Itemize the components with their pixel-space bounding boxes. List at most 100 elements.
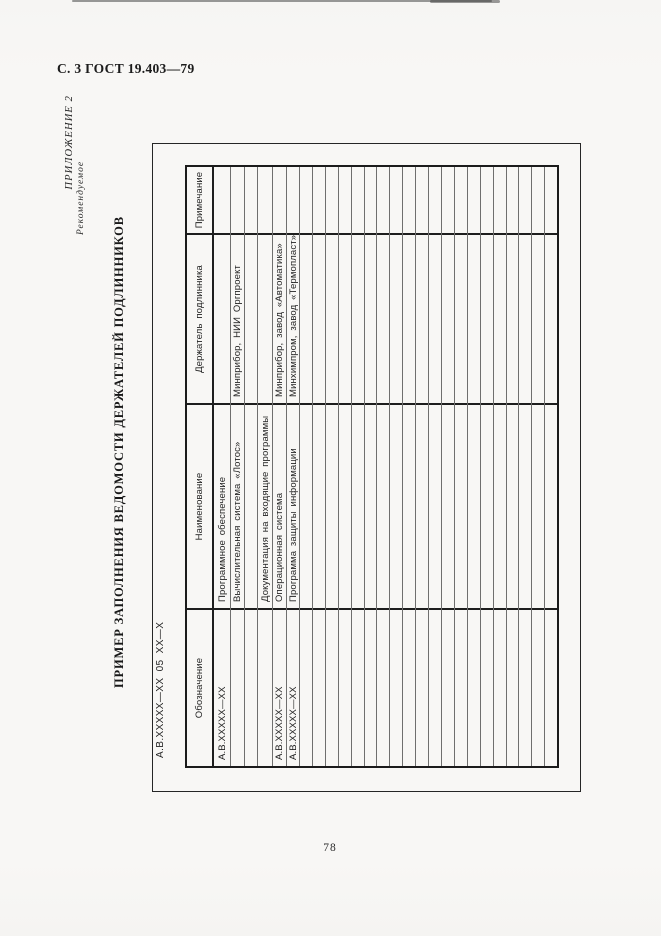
table-cell xyxy=(441,608,454,766)
table-cell xyxy=(441,403,454,608)
column-header: Держатель подлинника xyxy=(187,233,212,403)
table-cell xyxy=(441,233,454,403)
table-cell: А.В.ХХХХХ—ХХ xyxy=(273,608,286,766)
table-cell xyxy=(416,608,429,766)
table-empty-row xyxy=(403,167,417,766)
document-header: С. 3 ГОСТ 19.403—79 xyxy=(57,61,195,76)
table-row: Вычислительная система «Лотос» Минприбор,… xyxy=(231,167,245,766)
table-empty-row xyxy=(364,167,378,766)
table-cell xyxy=(416,233,429,403)
table-cell: Документация на входящие программы xyxy=(258,403,272,608)
table-header-row: Обозначение Наименование Держатель подлинн… xyxy=(187,167,214,766)
table-cell xyxy=(506,403,519,608)
table-cell xyxy=(454,403,467,608)
table-cell xyxy=(214,233,230,403)
table-cell xyxy=(390,167,402,233)
table-cell xyxy=(455,167,467,233)
table-empty-row xyxy=(300,167,313,766)
table-cell xyxy=(339,167,351,233)
table-cell xyxy=(364,608,377,766)
table-row: А.В.ХХХХХ—ХХ Программное обеспечение xyxy=(214,167,231,766)
table-grid: Обозначение Наименование Держатель подлинн… xyxy=(185,165,559,768)
holders-ledger-table: Обозначение Наименование Держатель подлинн… xyxy=(185,165,559,768)
table-cell xyxy=(325,233,338,403)
table-cell: Вычислительная система «Лотос» xyxy=(231,403,244,608)
table-empty-row xyxy=(532,167,546,766)
table-cell xyxy=(351,608,364,766)
table-cell xyxy=(519,233,532,403)
table-cell xyxy=(507,167,519,233)
table-cell xyxy=(300,233,312,403)
table-cell xyxy=(352,167,364,233)
table-cell xyxy=(231,167,244,233)
table-empty-row xyxy=(338,167,352,766)
appendix-subtitle: Рекомендуемое xyxy=(76,160,86,235)
table-cell xyxy=(467,233,480,403)
table-cell xyxy=(300,167,312,233)
table-cell xyxy=(429,403,441,608)
page-title: ПРИМЕР ЗАПОЛНЕНИЯ ВЕДОМОСТИ ДЕРЖАТЕЛЕЙ П… xyxy=(112,216,126,688)
table-cell xyxy=(429,233,441,403)
table-cell: Программное обеспечение xyxy=(214,403,230,608)
table-empty-row xyxy=(312,167,326,766)
table-cell xyxy=(403,403,416,608)
table-cell xyxy=(493,608,506,766)
table-cell xyxy=(258,167,272,233)
table-cell xyxy=(519,608,532,766)
table-empty-row xyxy=(351,167,365,766)
table-cell xyxy=(454,608,467,766)
table-cell xyxy=(258,608,272,766)
table-cell xyxy=(519,403,532,608)
table-cell xyxy=(377,608,390,766)
table-cell xyxy=(287,167,299,233)
table-cell: Минприбор, завод «Автоматика» xyxy=(273,233,286,403)
table-cell xyxy=(532,403,545,608)
table-cell xyxy=(480,403,493,608)
table-cell xyxy=(365,167,377,233)
table-cell xyxy=(338,608,351,766)
table-cell xyxy=(545,608,558,766)
table-cell xyxy=(325,403,338,608)
page-title-block: ПРИМЕР ЗАПОЛНЕНИЯ ВЕДОМОСТИ ДЕРЖАТЕЛЕЙ П… xyxy=(112,216,132,688)
table-cell xyxy=(300,608,312,766)
table-cell xyxy=(312,403,325,608)
table-empty-row xyxy=(545,167,558,766)
table-cell xyxy=(325,608,338,766)
table-cell xyxy=(545,403,558,608)
table-cell xyxy=(506,233,519,403)
table-cell xyxy=(532,608,545,766)
table-cell xyxy=(429,608,441,766)
table-cell xyxy=(532,233,545,403)
table-cell xyxy=(545,233,558,403)
table-row: А.В.ХХХХХ—ХХ Программа защиты информации М… xyxy=(287,167,300,766)
table-cell xyxy=(442,167,454,233)
table-cell xyxy=(326,167,338,233)
table-cell xyxy=(403,167,415,233)
table-cell xyxy=(506,608,519,766)
table-empty-row xyxy=(441,167,455,766)
doc-designation: А.В.ХХХХХ—ХХ 05 ХХ—Х xyxy=(155,621,166,758)
table-cell xyxy=(245,403,257,608)
table-cell xyxy=(493,233,506,403)
table-row xyxy=(245,167,258,766)
table-cell xyxy=(377,233,390,403)
table-cell xyxy=(519,167,531,233)
table-empty-row xyxy=(519,167,533,766)
column-header: Наименование xyxy=(187,403,212,608)
table-cell xyxy=(258,233,272,403)
table-cell xyxy=(313,167,325,233)
table-cell xyxy=(245,608,257,766)
table-cell xyxy=(312,608,325,766)
table-cell xyxy=(231,608,244,766)
table-empty-row xyxy=(416,167,430,766)
table-cell xyxy=(532,167,544,233)
table-empty-row xyxy=(454,167,468,766)
sheet-frame xyxy=(152,143,581,792)
table-cell xyxy=(377,167,389,233)
table-cell xyxy=(390,608,403,766)
table-empty-row xyxy=(325,167,339,766)
table-empty-row xyxy=(493,167,507,766)
table-cell xyxy=(312,233,325,403)
table-cell xyxy=(468,167,480,233)
